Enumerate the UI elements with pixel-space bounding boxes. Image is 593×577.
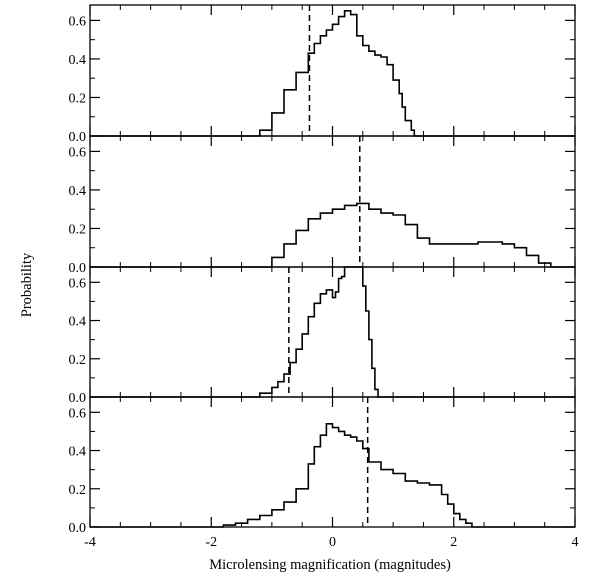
y-tick-label: 0.2 bbox=[69, 222, 87, 237]
y-tick-label: 0.6 bbox=[69, 145, 87, 160]
y-tick-label: 0.6 bbox=[69, 276, 87, 291]
panel-frame bbox=[89, 135, 576, 268]
panel-frame bbox=[89, 266, 576, 398]
panel-2: 0.0 0.2 0.4 0.6 bbox=[69, 135, 576, 276]
x-tick-label: -2 bbox=[205, 535, 217, 550]
x-axis-label: Microlensing magnification (magnitudes) bbox=[209, 557, 451, 573]
panel-1: 0.0 0.2 0.4 0.6 bbox=[69, 4, 576, 145]
x-tick-label: 0 bbox=[329, 535, 336, 550]
y-tick-label: 0.0 bbox=[69, 521, 87, 536]
histogram-series bbox=[90, 202, 575, 268]
panel-3: 0.0 0.2 0.4 0.6 bbox=[69, 266, 576, 406]
x-tick-label: 2 bbox=[450, 535, 457, 550]
y-tick-label: 0.2 bbox=[69, 483, 87, 498]
histogram-series bbox=[90, 423, 575, 528]
y-tick-label: 0.2 bbox=[69, 353, 87, 368]
x-tick-labels: -4 -2 0 2 4 bbox=[84, 535, 578, 550]
histogram-series bbox=[90, 10, 575, 137]
chart-panels: 0.00.20.40.60.00.20.40.60.00.20.40.60.00… bbox=[69, 4, 579, 550]
panel-frame bbox=[89, 396, 576, 528]
y-tick-label: 0.6 bbox=[69, 406, 87, 421]
y-tick-label: 0.4 bbox=[69, 315, 87, 330]
x-tick-label: 4 bbox=[572, 535, 579, 550]
y-axis-label: Probability bbox=[19, 252, 35, 317]
x-tick-label: -4 bbox=[84, 535, 96, 550]
y-tick-label: 0.0 bbox=[69, 261, 87, 276]
y-tick-label: 0.4 bbox=[69, 184, 87, 199]
y-tick-label: 0.6 bbox=[69, 14, 87, 29]
panel-4: 0.0 0.2 0.4 0.6 bbox=[69, 396, 576, 536]
y-tick-label: 0.4 bbox=[69, 53, 87, 68]
y-tick-label: 0.2 bbox=[69, 91, 87, 106]
y-tick-label: 0.0 bbox=[69, 130, 87, 145]
y-tick-label: 0.0 bbox=[69, 391, 87, 406]
histogram-series bbox=[90, 266, 575, 398]
y-tick-label: 0.4 bbox=[69, 445, 87, 460]
